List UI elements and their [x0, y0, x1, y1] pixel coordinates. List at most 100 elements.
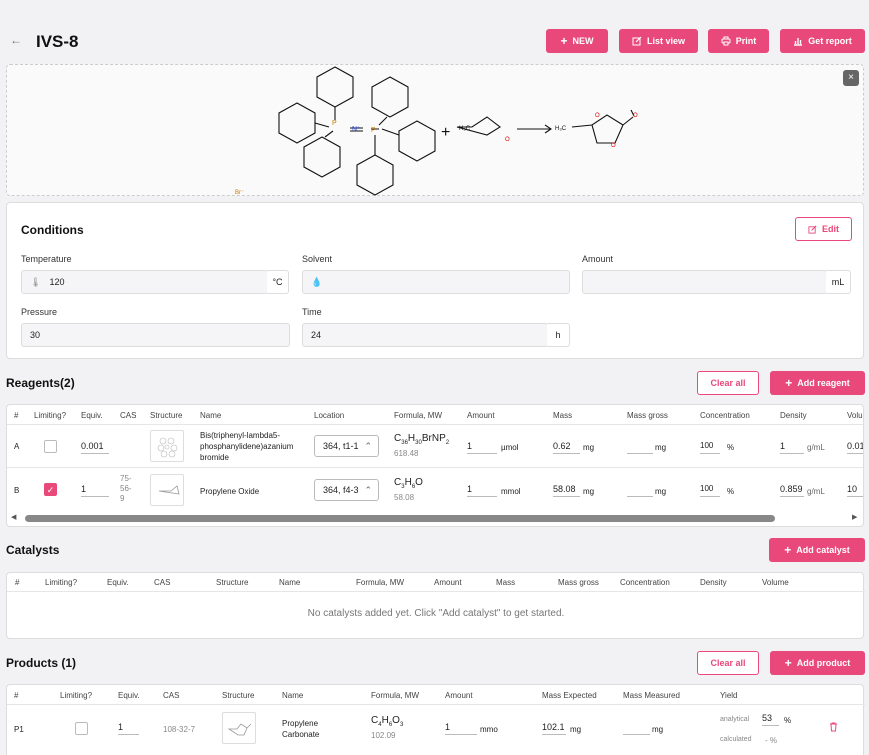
scroll-right-icon[interactable]: ▶ — [852, 514, 858, 521]
trash-icon[interactable] — [829, 722, 838, 734]
catalysts-table: # Limiting? Equiv. CAS Structure Name Fo… — [6, 572, 865, 639]
add-reagent-button[interactable]: + Add reagent — [770, 371, 865, 395]
thermometer-icon: 🌡 — [30, 276, 42, 287]
yield-analytical-input[interactable]: 53 — [762, 712, 779, 726]
list-view-button[interactable]: List view — [619, 29, 698, 53]
location-select[interactable]: 364, f4-3 ⌃ — [314, 479, 379, 501]
concentration-input[interactable]: 100 — [700, 440, 720, 454]
catalysts-title: Catalysts — [6, 543, 60, 557]
back-arrow-icon[interactable]: ← — [10, 33, 22, 47]
col-header: Mass Expected — [542, 691, 597, 700]
volume-input[interactable]: 10 — [847, 483, 863, 497]
close-scheme-button[interactable]: × — [843, 70, 859, 86]
mass-input[interactable]: 0.62 — [553, 440, 580, 454]
concentration-input[interactable]: 100 — [700, 483, 720, 497]
col-header: Mass gross — [627, 411, 668, 420]
row-id: P1 — [14, 725, 24, 734]
row-id: B — [14, 486, 20, 495]
col-header: CAS — [163, 691, 180, 700]
mass-expected-input[interactable]: 102.1 — [542, 721, 566, 735]
horizontal-scrollbar[interactable] — [25, 515, 775, 522]
yield-analytical-label: analytical — [720, 716, 750, 723]
amount-label: Amount — [582, 254, 614, 264]
clear-products-button[interactable]: Clear all — [697, 651, 759, 675]
reaction-drawing: P N⁺ P H₃C O H₃C O O O Br⁻ + — [235, 66, 638, 196]
get-report-label: Get report — [808, 36, 852, 46]
amount-input[interactable]: 1 — [445, 721, 477, 735]
equiv-input[interactable]: 1 — [118, 721, 139, 735]
reagent-name: Bis(triphenyl-lambda5-phosphanylidene)az… — [200, 431, 294, 462]
col-header: # — [14, 691, 19, 700]
temperature-input[interactable]: 🌡 120 — [21, 270, 268, 294]
add-product-button[interactable]: + Add product — [770, 651, 865, 675]
products-title: Products (1) — [6, 656, 77, 670]
scroll-left-icon[interactable]: ◀ — [11, 514, 17, 521]
plus-icon: + — [785, 376, 793, 390]
get-report-button[interactable]: Get report — [780, 29, 865, 53]
concentration-unit: % — [727, 487, 735, 496]
col-header: # — [15, 578, 20, 587]
formula: C3H6O — [394, 477, 423, 490]
structure-thumbnail[interactable] — [222, 712, 256, 744]
solvent-input[interactable]: 💧 — [302, 270, 570, 294]
col-header: Mass — [496, 578, 516, 587]
equiv-input[interactable]: 0.001 — [81, 440, 109, 454]
col-header: Amount — [467, 411, 495, 420]
col-header: Mass — [553, 411, 573, 420]
temperature-value: 120 — [49, 277, 65, 287]
mass-gross-input[interactable] — [627, 440, 653, 454]
density-input[interactable]: 0.859 — [780, 483, 804, 497]
location-value: 364, t1-1 — [323, 441, 359, 451]
time-input[interactable]: 24 — [302, 323, 548, 347]
add-catalyst-button[interactable]: + Add catalyst — [769, 538, 865, 562]
amount-input[interactable]: 1 — [467, 483, 497, 497]
mass-input[interactable]: 58.08 — [553, 483, 580, 497]
amount-input[interactable]: 1 — [467, 440, 497, 454]
pressure-label: Pressure — [21, 307, 58, 317]
plus-sign: + — [441, 124, 450, 141]
clear-reagents-button[interactable]: Clear all — [697, 371, 759, 395]
epoxide-oxygen: O — [505, 137, 510, 143]
chevron-updown-icon: ⌃ — [364, 440, 372, 451]
solvent-label: Solvent — [302, 254, 333, 264]
molecular-weight: 618.48 — [394, 449, 419, 458]
cas-number: 108-32-7 — [163, 725, 196, 734]
list-view-label: List view — [646, 36, 685, 46]
carbonate-oxygen-2: O — [611, 143, 616, 149]
col-header: Structure — [216, 578, 249, 587]
density-input[interactable]: 1 — [780, 440, 804, 454]
amount-input[interactable] — [582, 270, 827, 294]
equiv-input[interactable]: 1 — [81, 483, 109, 497]
mass-unit: mg — [583, 487, 595, 496]
amount-unit: mmol — [501, 487, 521, 496]
mass-gross-input[interactable] — [627, 483, 653, 497]
structure-thumbnail[interactable] — [150, 474, 184, 506]
new-button[interactable]: + NEW — [546, 29, 608, 53]
epoxide-methyl-label: H₃C — [459, 126, 471, 132]
print-label: Print — [735, 36, 757, 46]
mass-measured-input[interactable] — [623, 721, 650, 735]
col-header: Amount — [434, 578, 462, 587]
time-label: Time — [302, 307, 322, 317]
limiting-checkbox[interactable]: ✓ — [44, 483, 57, 496]
pressure-value: 30 — [30, 330, 41, 340]
volume-input[interactable]: 0.01 — [847, 440, 863, 454]
location-select[interactable]: 364, t1-1 ⌃ — [314, 435, 379, 457]
amount-unit: mmo — [480, 725, 498, 734]
col-header: Structure — [222, 691, 255, 700]
reaction-scheme: P N⁺ P H₃C O H₃C O O O Br⁻ + — [6, 64, 864, 196]
col-header: Name — [279, 578, 301, 587]
reagents-title: Reagents(2) — [6, 376, 75, 390]
limiting-checkbox[interactable] — [75, 722, 88, 735]
carbonate-oxygen-1: O — [595, 113, 600, 119]
print-button[interactable]: Print — [708, 29, 769, 53]
density-unit: g/mL — [807, 487, 825, 496]
structure-thumbnail[interactable] — [150, 430, 184, 462]
pressure-input[interactable]: 30 — [21, 323, 290, 347]
edit-conditions-button[interactable]: Edit — [795, 217, 852, 241]
col-header: Limiting? — [60, 691, 93, 700]
mass-expected-unit: mg — [570, 725, 582, 734]
limiting-checkbox[interactable] — [44, 440, 57, 453]
conditions-card: Conditions Edit Temperature 🌡 120 °C Solv… — [6, 202, 864, 359]
col-header: Structure — [150, 411, 183, 420]
